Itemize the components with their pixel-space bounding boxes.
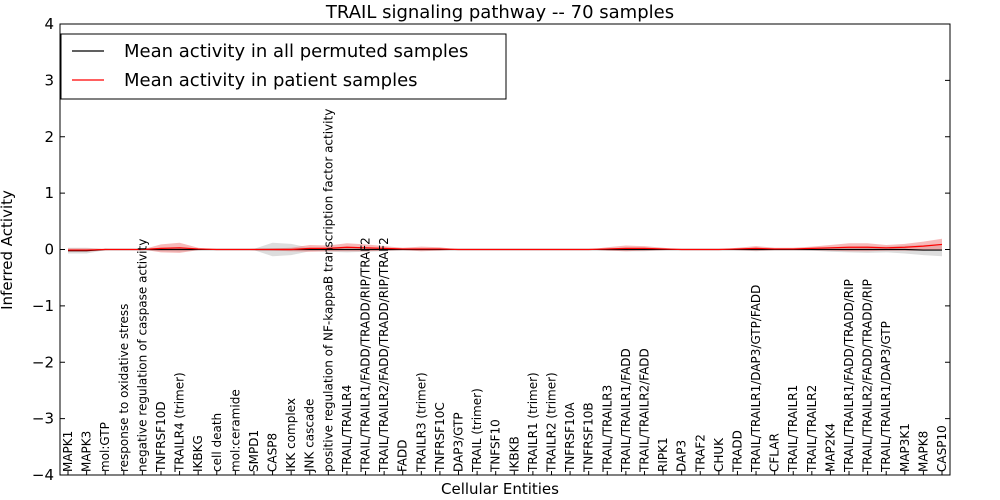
x-tick-label: response to oxidative stress (117, 304, 131, 472)
series-band-2 (68, 238, 942, 253)
x-tick-label: CHUK (712, 437, 726, 472)
x-tick-label: TRAIL/TRAILR1/DAP3/GTP (879, 321, 893, 473)
x-tick-label: positive regulation of NF-kappaB transcr… (321, 109, 335, 472)
x-tick-labels: MAPK1 MAPK3 mol:GTP response to oxidative s… (61, 109, 949, 475)
y-tick-label: 4 (44, 15, 54, 33)
x-tick-label: DAP3/GTP (452, 412, 466, 472)
x-tick-label: mol:GTP (98, 422, 112, 472)
x-axis-label: Cellular Entities (441, 480, 559, 498)
confidence-bands (68, 238, 942, 257)
x-tick-label: FADD (396, 440, 410, 473)
x-tick-label: MAP2K4 (823, 423, 837, 472)
x-tick-label: TRAIL/TRAILR1/FADD/TRADD/RIP (842, 279, 856, 473)
x-tick-label: TRAF2 (693, 434, 707, 473)
x-tick-label: TRAIL/TRAILR1/DAP3/GTP/FADD (749, 285, 763, 473)
x-tick-label: MAPK8 (916, 431, 930, 472)
chart-title: TRAIL signaling pathway -- 70 samples (325, 2, 674, 23)
x-tick-label: TRAILR3 (trimer) (414, 372, 428, 473)
x-tick-label: DAP3 (675, 440, 689, 472)
y-tick-label: 1 (44, 184, 54, 202)
x-tick-label: TRAIL/TRAILR1/FADD (619, 348, 633, 473)
x-tick-label: CFLAR (768, 433, 782, 472)
x-tick-label: IKBKG (191, 435, 205, 472)
series-lines (68, 243, 943, 252)
x-tick-label: TRAIL/TRAILR2/FADD/TRADD/RIP/TRAF2 (377, 237, 391, 473)
x-tick-label: MAPK1 (61, 431, 75, 472)
x-tick-label: RIPK1 (656, 437, 670, 472)
x-tick-label: TNFRSF10B (582, 402, 596, 473)
x-tick-label: TRAIL/TRAILR1 (786, 385, 800, 473)
x-tick-label: SMPD1 (247, 430, 261, 472)
x-tick-label: IKBKB (507, 436, 521, 472)
x-tick-label: TRAIL/TRAILR2/FADD (637, 348, 651, 473)
x-tick-label: TRAIL/TRAILR1/FADD/TRADD/RIP/TRAF2 (359, 237, 373, 473)
y-tick-label: −4 (32, 466, 54, 484)
x-tick-label: TRAIL/TRAILR2/FADD/TRADD/RIP (861, 279, 875, 473)
series-line-2 (68, 243, 943, 251)
legend: Mean activity in all permuted samples Mea… (60, 33, 507, 100)
y-tick-label: 2 (44, 128, 54, 146)
x-tick-label: MAP3K1 (898, 423, 912, 472)
x-tick-label: TRAILR4 (trimer) (173, 372, 187, 473)
series-band-1 (68, 242, 942, 257)
legend-label-1: Mean activity in all permuted samples (124, 41, 468, 62)
x-tick-label: TRAIL/TRAILR3 (600, 385, 614, 473)
x-tick-label: CASP10 (935, 425, 949, 472)
x-tick-label: TNFRSF10D (154, 401, 168, 473)
x-tick-label: JNK cascade (303, 399, 317, 473)
legend-box (60, 33, 507, 100)
x-tick-label: TNFRSF10A (563, 402, 577, 473)
legend-label-2: Mean activity in patient samples (124, 70, 418, 91)
y-axis: 4 3 2 1 0 −1 −2 −3 −4 (32, 15, 950, 484)
y-tick-label: 3 (44, 71, 54, 89)
x-tick-label: TRAIL/TRAILR2 (805, 385, 819, 473)
x-tick-label: TNFSF10 (489, 419, 503, 473)
y-tick-label: −1 (32, 297, 54, 315)
x-tick-label: negative regulation of caspase activity (135, 239, 149, 472)
x-tick-label: TRAILR1 (trimer) (526, 372, 540, 473)
y-axis-label: Inferred Activity (0, 190, 16, 310)
x-tick-label: TRAIL (trimer) (470, 388, 484, 473)
x-tick-label: mol:ceramide (228, 389, 242, 472)
y-tick-label: −3 (32, 410, 54, 428)
x-tick-label: cell death (210, 413, 224, 472)
x-tick-label: MAPK3 (80, 431, 94, 472)
x-tick-label: TRAILR2 (trimer) (544, 372, 558, 473)
x-tick-label: CASP8 (266, 433, 280, 472)
x-tick-label: TRADD (730, 430, 744, 473)
x-tick-label: IKK complex (284, 398, 298, 472)
x-tick-label: TRAIL/TRAILR4 (340, 385, 354, 473)
y-tick-label: −2 (32, 353, 54, 371)
x-tick-label: TNFRSF10C (433, 402, 447, 473)
y-tick-label: 0 (44, 241, 54, 259)
